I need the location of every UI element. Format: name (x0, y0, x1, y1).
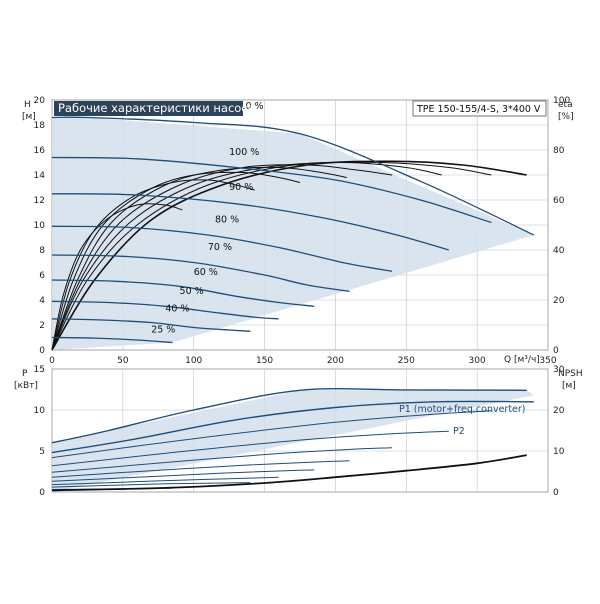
npsh-axis-label: NPSH (558, 369, 583, 379)
power-curve (51, 469, 315, 482)
head-curve (51, 225, 393, 272)
y-tick-label: 2 (39, 321, 45, 331)
p2-curve-label: P2 (453, 426, 465, 437)
y-tick-label: 18 (34, 121, 46, 131)
efficiency-curve (51, 166, 347, 351)
npsh-curve (51, 454, 527, 492)
power-curve (51, 388, 527, 444)
x-tick-label: 300 (469, 356, 486, 366)
y-tick-label: 10 (34, 221, 46, 231)
y-tick-label: 8 (39, 246, 45, 256)
power-curve (51, 476, 279, 486)
power-curve (51, 430, 449, 467)
x-tick-label: 50 (117, 356, 129, 366)
y-tick-label: 15 (34, 365, 45, 375)
y2-tick-label: 20 (553, 406, 565, 416)
power-axis-unit: [кВт] (14, 381, 38, 391)
x-tick-label: 250 (398, 356, 415, 366)
chart-title-box (54, 101, 243, 116)
efficiency-curve (51, 164, 393, 351)
head-curve (51, 336, 173, 344)
head-curve-label: 60 % (194, 267, 218, 278)
y-tick-label: 14 (34, 171, 46, 181)
model-box (412, 100, 547, 117)
power-curve (51, 400, 534, 454)
power-curve (51, 410, 492, 459)
y-tick-label: 10 (34, 406, 46, 416)
head-axis-ticks: 0 50 100 150 200 250 300 3500246810121416182002… (34, 96, 571, 366)
x-tick-label: 100 (185, 356, 202, 366)
head-curves (51, 116, 535, 344)
x-tick-label: 200 (327, 356, 344, 366)
y2-tick-label: 60 (553, 196, 565, 206)
efficiency-curve (51, 179, 255, 351)
y-tick-label: 0 (39, 488, 45, 498)
y2-tick-label: 30 (553, 365, 565, 375)
head-curve (51, 318, 251, 332)
x-tick-label: 0 (49, 356, 55, 366)
p1-curve-label: P1 (motor+freq.converter) (399, 404, 526, 415)
x-tick-label: 150 (256, 356, 273, 366)
efficiency-curve (51, 203, 183, 351)
y-tick-label: 5 (39, 447, 45, 457)
x-tick-label: 350 (539, 356, 556, 366)
npsh-axis-unit: [м] (562, 381, 576, 391)
head-curve-label: 70 % (208, 242, 232, 253)
head-curve (51, 254, 350, 292)
y2-tick-label: 0 (553, 488, 559, 498)
efficiency-axis-unit: [%] (558, 112, 574, 122)
power-curve (51, 482, 251, 488)
y2-tick-label: 40 (553, 246, 565, 256)
head-curve-labels: 110 % 100 % 90 % 80 % 70 % 60 % 50 % 40 % 25 % (151, 101, 263, 336)
power-axis-label: P (22, 369, 28, 379)
power-curve (51, 460, 350, 478)
head-curve-label: 80 % (215, 215, 239, 226)
head-curve-label: 110 % (233, 101, 263, 112)
head-axis-label: H (24, 100, 31, 110)
head-curve-label: 40 % (165, 303, 189, 314)
head-operating-envelope (52, 117, 534, 350)
head-curve (51, 156, 492, 224)
head-curve-label: 25 % (151, 325, 175, 336)
y-tick-label: 0 (39, 346, 45, 356)
power-curves (51, 388, 534, 490)
y-tick-label: 12 (34, 196, 45, 206)
y-tick-label: 16 (34, 146, 46, 156)
y2-tick-label: 20 (553, 296, 565, 306)
efficiency-axis-label: eta (558, 100, 573, 110)
head-curve-label: 50 % (180, 286, 204, 297)
pump-model: TPE 150-155/4-S, 3*400 V (416, 104, 541, 115)
y-tick-label: 4 (39, 296, 45, 306)
flow-axis-unit: [м³/ч] (514, 355, 540, 365)
efficiency-curve (51, 161, 492, 351)
efficiency-curve (51, 161, 442, 351)
head-curve (51, 279, 315, 307)
head-axis-unit: [м] (22, 112, 36, 122)
y2-tick-label: 10 (553, 447, 565, 457)
power-axis-ticks: 0 5 10 15 0 10 20 30 (34, 365, 565, 498)
y-tick-label: 20 (34, 96, 46, 106)
power-curve (51, 447, 393, 473)
y2-tick-label: 0 (553, 346, 559, 356)
flow-axis-label: Q (504, 355, 511, 365)
head-curve-label: 90 % (229, 182, 253, 193)
head-curve (51, 193, 449, 251)
chart-title: Рабочие характеристики насоса (58, 101, 255, 115)
y2-tick-label: 80 (553, 146, 565, 156)
y2-tick-label: 100 (553, 96, 570, 106)
head-curve (51, 116, 535, 236)
y-tick-label: 6 (39, 271, 45, 281)
head-curve-label: 100 % (229, 147, 259, 158)
head-curve (51, 300, 279, 320)
